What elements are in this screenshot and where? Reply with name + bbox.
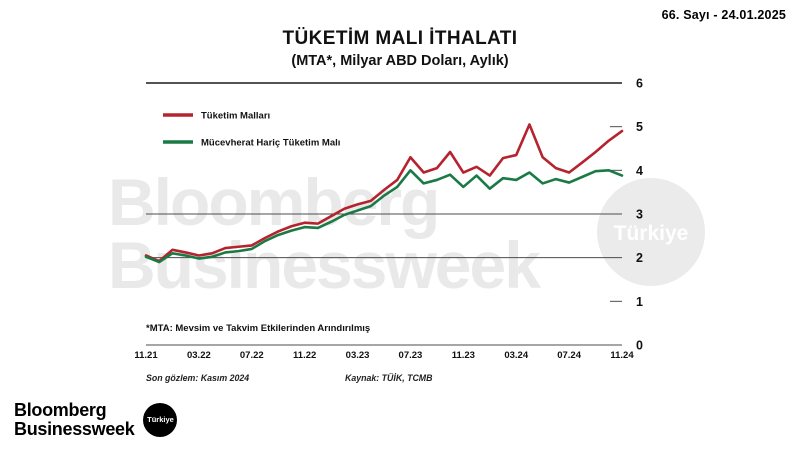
watermark-badge-label: Türkiye bbox=[614, 222, 689, 245]
y-axis-tick-label: 4 bbox=[636, 164, 643, 178]
title-block: TÜKETİM MALI İTHALATI (MTA*, Milyar ABD … bbox=[0, 28, 800, 69]
x-axis-labels: 11.21 03.22 07.22 11.22 03.23 07.23 11.23 03.24… bbox=[134, 350, 634, 361]
x-axis-tick-label: 07.24 bbox=[557, 350, 581, 361]
methodology-footnote: *MTA: Mevsim ve Takvim Etkilerinden Arın… bbox=[146, 323, 370, 334]
source-note: Kaynak: TÜİK, TCMB bbox=[345, 373, 433, 383]
footer-logo-line-2: Businessweek bbox=[14, 418, 135, 439]
last-observation-note: Son gözlem: Kasım 2024 bbox=[146, 373, 249, 383]
grid-layer bbox=[146, 82, 622, 346]
watermark-badge-circle bbox=[597, 178, 705, 286]
page-title: TÜKETİM MALI İTHALATI bbox=[282, 28, 518, 49]
chart-subtitle: (MTA*, Milyar ABD Doları, Aylık) bbox=[291, 53, 509, 69]
x-axis-tick-label: 11.24 bbox=[610, 350, 634, 361]
legend-label: Tüketim Malları bbox=[201, 111, 270, 122]
x-axis-tick-label: 03.22 bbox=[187, 350, 211, 361]
watermark: Bloomberg Businessweek Türkiye bbox=[108, 165, 705, 302]
x-axis-tick-label: 07.23 bbox=[399, 350, 423, 361]
legend-label: Mücevherat Hariç Tüketim Malı bbox=[201, 138, 340, 149]
y-axis-tick-label: 3 bbox=[636, 208, 643, 222]
y-axis-labels: 0 1 2 3 4 5 6 bbox=[636, 77, 643, 353]
series-layer bbox=[144, 123, 624, 264]
y-axis-tick-label: 1 bbox=[636, 295, 643, 309]
x-axis-tick-label: 03.24 bbox=[504, 350, 528, 361]
watermark-line-2: Businessweek bbox=[108, 228, 541, 302]
watermark-line-1: Bloomberg bbox=[108, 165, 438, 239]
series-line-m-cevherat-hari-t-ketim-mal bbox=[144, 169, 624, 264]
footer-logo-text: Bloomberg Businessweek bbox=[14, 400, 135, 439]
y-axis-tick-label: 0 bbox=[636, 339, 643, 353]
footer-logo-badge-label: Türkiye bbox=[147, 415, 174, 424]
x-axis-tick-label: 11.23 bbox=[452, 350, 475, 361]
series-line-t-ketim-mallar bbox=[144, 123, 624, 263]
footer-logo-line-1: Bloomberg bbox=[14, 400, 107, 420]
x-axis-tick-label: 11.22 bbox=[293, 350, 316, 361]
footer-logo-badge: Türkiye bbox=[143, 402, 178, 437]
chart-legend: Tüketim Malları Mücevherat Hariç Tüketim … bbox=[163, 111, 340, 149]
x-axis-tick-label: 03.23 bbox=[346, 350, 370, 361]
x-axis-tick-label: 11.21 bbox=[134, 350, 158, 361]
y-axis-tick-label: 6 bbox=[636, 77, 643, 91]
footer-logo: Bloomberg Businessweek Türkiye bbox=[14, 400, 178, 439]
y-axis-tick-label: 2 bbox=[636, 251, 643, 265]
y-axis-tick-label: 5 bbox=[636, 120, 643, 134]
x-axis-tick-label: 07.22 bbox=[240, 350, 264, 361]
issue-date-label: 66. Sayı - 24.01.2025 bbox=[661, 8, 786, 22]
